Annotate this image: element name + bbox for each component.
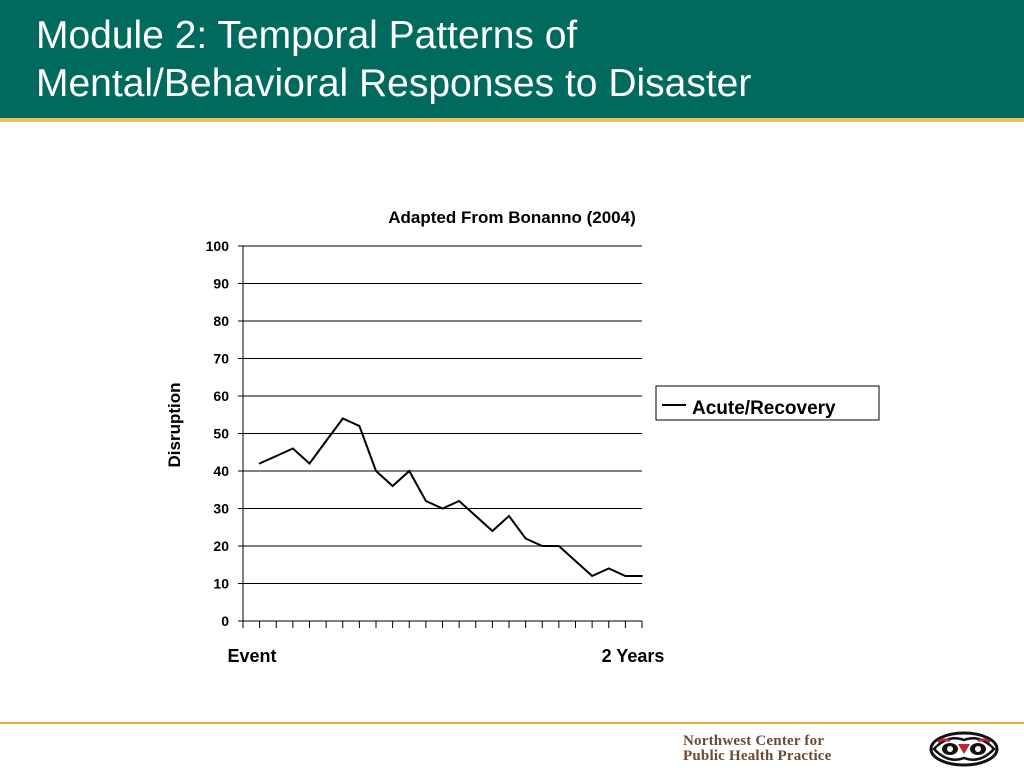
- slide-title-line-1: Module 2: Temporal Patterns of: [36, 14, 578, 57]
- data-point: [557, 545, 560, 547]
- slide-title-line-2: Mental/Behavioral Responses to Disaster: [36, 62, 752, 105]
- data-point: [424, 500, 427, 502]
- data-point: [275, 455, 278, 457]
- series-line-acute-recovery: [259, 417, 642, 578]
- y-tick-label: 50: [213, 426, 229, 442]
- y-tick-label: 30: [213, 501, 229, 517]
- data-point: [258, 462, 261, 465]
- data-point: [341, 417, 344, 420]
- chart-title: Adapted From Bonanno (2004): [388, 208, 635, 227]
- x-start-label: Event: [227, 646, 276, 666]
- y-tick-label: 90: [213, 276, 229, 292]
- data-point: [641, 575, 643, 577]
- footer-org-line-1: Northwest Center for: [683, 733, 825, 749]
- slide-title: Module 2: Temporal Patterns of Mental/Be…: [36, 12, 751, 108]
- footer-divider: [0, 722, 1024, 724]
- data-point: [474, 515, 477, 517]
- data-point: [308, 462, 311, 465]
- title-bar: Module 2: Temporal Patterns of Mental/Be…: [0, 0, 1024, 118]
- y-tick-label: 80: [213, 313, 229, 329]
- data-point: [458, 500, 461, 502]
- northwest-native-art-logo-icon: [929, 731, 999, 767]
- data-point: [391, 485, 394, 487]
- y-tick-label: 60: [213, 388, 229, 404]
- data-point: [574, 560, 577, 562]
- legend-box: [655, 385, 880, 421]
- data-point: [375, 470, 377, 472]
- header-divider: [0, 118, 1024, 122]
- footer-org-name: Northwest Center for Public Health Pract…: [683, 734, 915, 764]
- data-point: [591, 575, 594, 577]
- data-point: [408, 470, 411, 472]
- data-point: [541, 545, 544, 547]
- x-end-label: 2 Years: [602, 646, 665, 666]
- y-tick-label: 20: [213, 538, 229, 554]
- data-point: [441, 507, 444, 510]
- data-point: [524, 537, 527, 540]
- y-tick-label: 100: [206, 238, 230, 254]
- data-point: [491, 530, 494, 532]
- chart-legend: Acute/Recovery: [655, 385, 880, 421]
- y-axis-label: Disruption: [165, 383, 184, 468]
- data-point: [325, 440, 328, 442]
- legend-entry: Acute/Recovery: [692, 398, 836, 419]
- data-point: [607, 567, 610, 570]
- footer-org-line-2: Public Health Practice: [683, 748, 832, 764]
- y-tick-label: 0: [221, 613, 229, 629]
- data-point: [358, 425, 361, 427]
- y-tick-label: 10: [213, 576, 229, 592]
- y-tick-label: 40: [213, 463, 229, 479]
- data-point: [508, 515, 510, 517]
- data-point: [291, 447, 294, 450]
- y-tick-label: 70: [213, 351, 229, 367]
- data-point: [624, 575, 627, 577]
